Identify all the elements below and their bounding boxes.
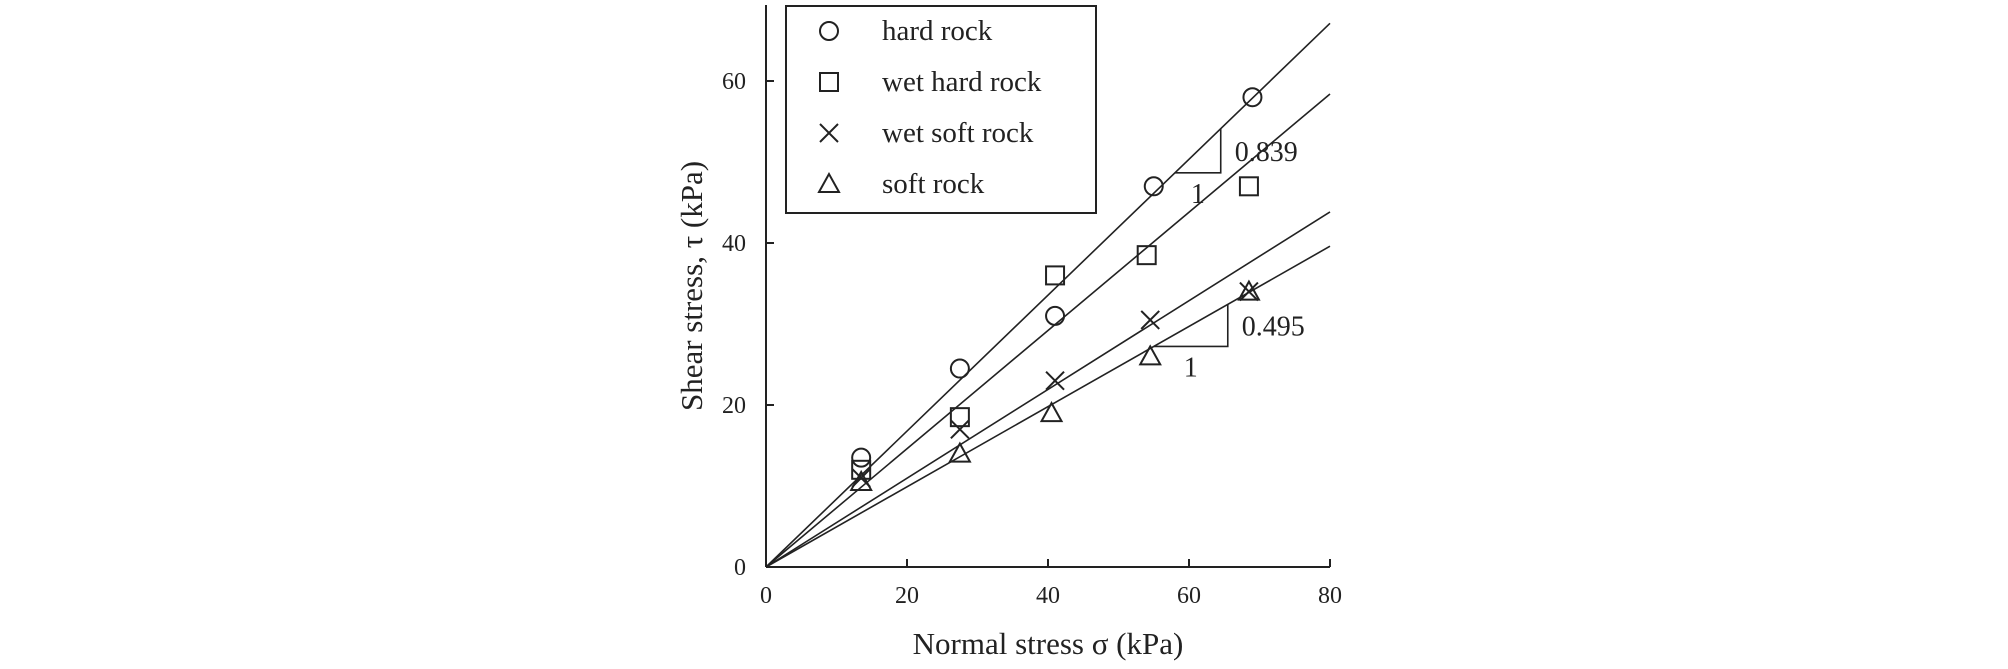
data-point-circle <box>1143 176 1164 197</box>
legend-label: wet hard rock <box>882 66 1042 98</box>
data-point-circle <box>1045 305 1066 326</box>
slope-run-label: 1 <box>1191 179 1205 210</box>
fit-line-triangle <box>765 245 1331 568</box>
data-point-cross <box>1045 370 1065 391</box>
data-point-cross <box>950 419 970 440</box>
x-tick-label: 80 <box>1318 583 1342 609</box>
fit-line-cross <box>765 211 1331 568</box>
legend-box <box>785 5 1097 214</box>
x-tick-label: 20 <box>895 583 919 609</box>
x-tick-label: 60 <box>1177 583 1201 609</box>
legend-marker-cross <box>819 123 839 143</box>
data-point-square <box>1045 265 1066 286</box>
data-point-triangle <box>849 469 873 491</box>
x-tick-label: 0 <box>760 583 772 609</box>
legend-label: hard rock <box>882 15 993 47</box>
legend-marker-square <box>819 72 839 92</box>
legend: hard rock wet hard rock wet soft rock soft … <box>785 5 1097 214</box>
legend-label: soft rock <box>882 168 985 200</box>
legend-items: hard rock wet hard rock wet soft rock soft … <box>817 15 1042 200</box>
slope-triangle <box>1153 304 1229 348</box>
data-point-circle <box>949 358 970 379</box>
x-axis-title: Normal stress σ (kPa) <box>913 626 1184 661</box>
data-point-triangle <box>1138 344 1162 366</box>
data-point-circle <box>851 447 872 468</box>
legend-marker-triangle <box>817 171 841 193</box>
data-point-square <box>1238 176 1259 197</box>
y-tick-label: 40 <box>722 231 746 257</box>
slope-rise-label: 0.839 <box>1235 137 1298 168</box>
y-tick-label: 0 <box>734 555 746 581</box>
x-tick-label: 40 <box>1036 583 1060 609</box>
data-point-triangle <box>948 441 972 463</box>
data-point-cross <box>1239 281 1259 302</box>
legend-label: wet soft rock <box>882 117 1034 149</box>
legend-marker-circle <box>819 21 839 41</box>
data-point-square <box>1136 245 1157 266</box>
slope-triangle <box>1174 128 1222 174</box>
data-point-triangle <box>1039 401 1064 423</box>
data-point-circle <box>1242 87 1263 108</box>
data-point-triangle <box>1237 279 1261 301</box>
fit-line-square <box>765 93 1331 568</box>
y-tick-label: 60 <box>722 69 746 95</box>
y-axis-title: Shear stress, τ (kPa) <box>674 161 709 411</box>
slope-rise-label: 0.495 <box>1242 311 1305 342</box>
data-point-cross <box>1140 310 1160 330</box>
slope-triangles: 0.839 1 0.495 1 <box>1153 128 1305 383</box>
slope-run-label: 1 <box>1184 352 1198 383</box>
data-markers <box>849 87 1263 491</box>
ticks: 0 20 40 60 80 0 20 40 60 <box>722 69 1342 609</box>
data-point-square <box>949 407 970 428</box>
y-tick-label: 20 <box>722 393 746 419</box>
